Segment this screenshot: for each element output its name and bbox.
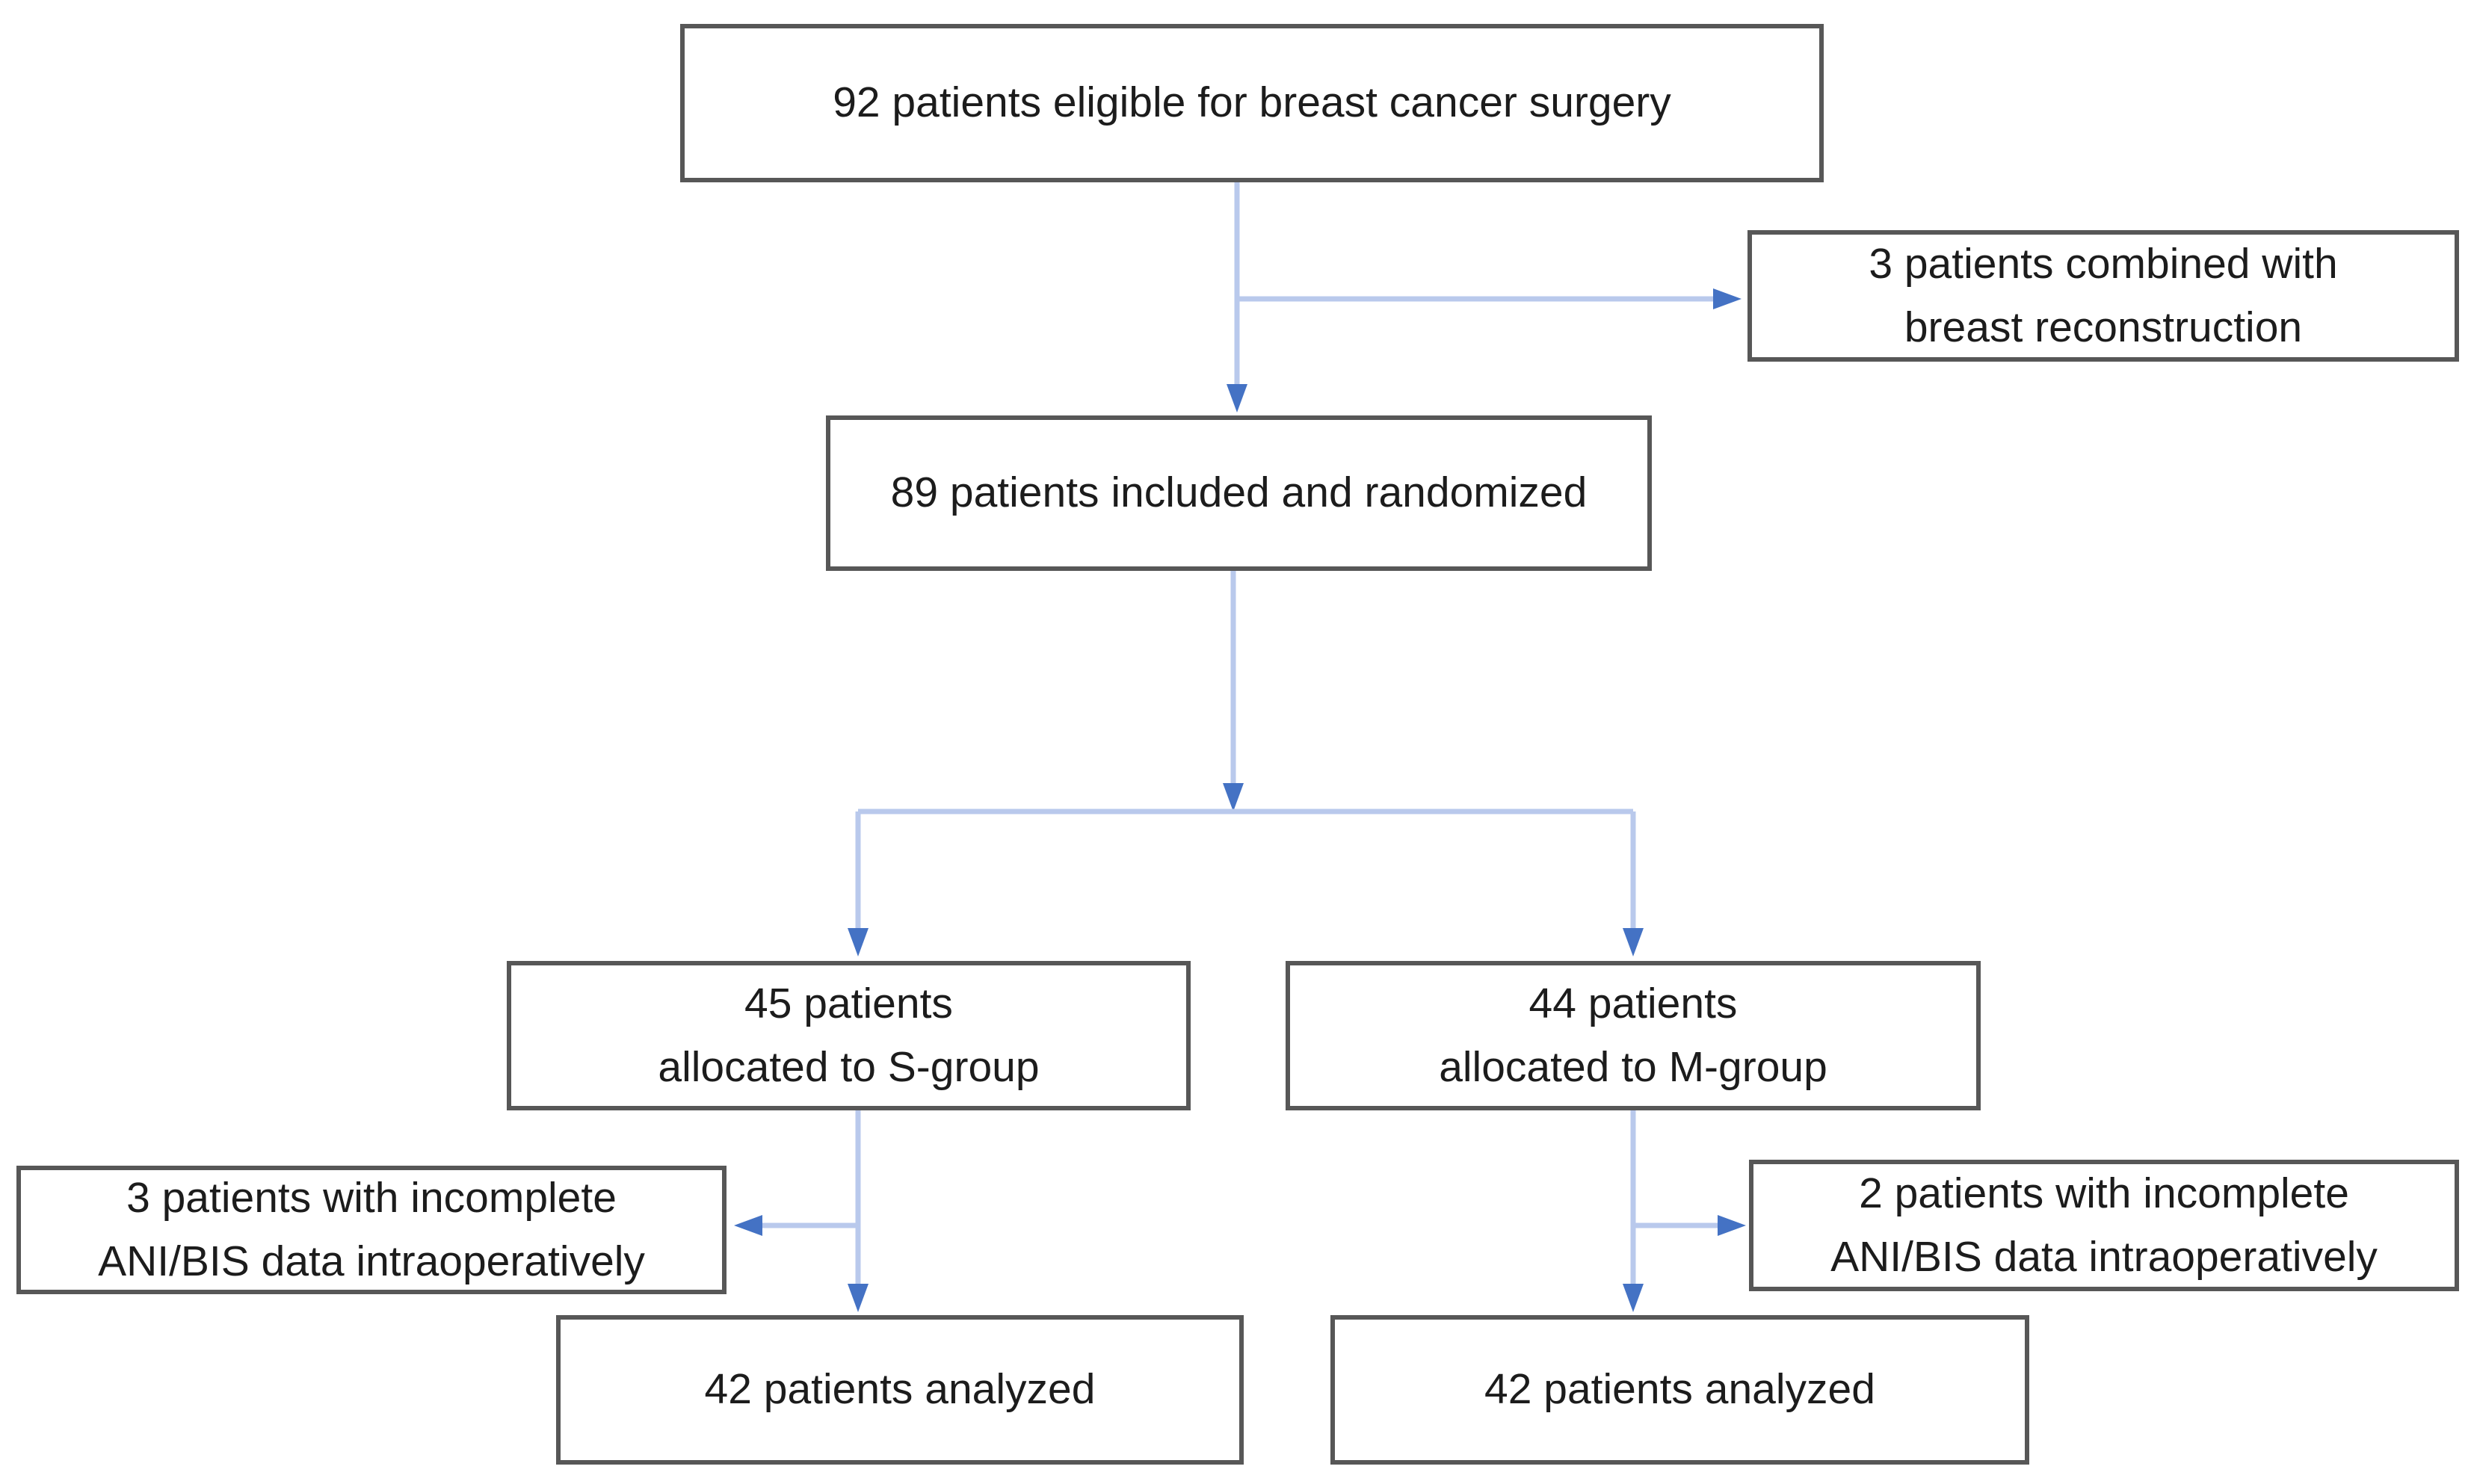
node-s-analyzed-label: 42 patients analyzed: [704, 1365, 1096, 1414]
node-reconstruction-excluded-line2: breast reconstruction: [1904, 303, 2303, 351]
node-reconstruction-excluded-line1: 3 patients combined with: [1869, 239, 2338, 288]
arrowhead-into-m-analyzed: [1623, 1284, 1644, 1312]
node-s-excluded: 3 patients with incomplete ANI/BIS data …: [16, 1166, 727, 1294]
node-randomized-label: 89 patients included and randomized: [890, 469, 1588, 517]
arrowhead-into-reconstruction: [1713, 288, 1742, 309]
node-eligible: 92 patients eligible for breast cancer s…: [680, 24, 1824, 182]
node-s-group: 45 patients allocated to S-group: [507, 961, 1191, 1110]
node-s-excluded-line1: 3 patients with incomplete: [126, 1173, 617, 1222]
node-m-group-line2: allocated to M-group: [1439, 1043, 1827, 1091]
arrowhead-into-m-excluded: [1718, 1215, 1746, 1236]
node-m-group: 44 patients allocated to M-group: [1286, 961, 1981, 1110]
arrowhead-into-s-analyzed: [848, 1284, 869, 1312]
node-m-excluded: 2 patients with incomplete ANI/BIS data …: [1749, 1160, 2459, 1291]
node-reconstruction-excluded: 3 patients combined with breast reconstr…: [1747, 230, 2459, 362]
node-m-group-line1: 44 patients: [1528, 979, 1738, 1027]
node-m-excluded-line2: ANI/BIS data intraoperatively: [1830, 1233, 2378, 1281]
arrowhead-into-randomized: [1227, 384, 1247, 412]
node-m-analyzed: 42 patients analyzed: [1330, 1315, 2029, 1465]
arrowhead-into-mgroup: [1623, 928, 1644, 956]
node-m-excluded-line1: 2 patients with incomplete: [1859, 1169, 2349, 1217]
arrowhead-into-sgroup: [848, 928, 869, 956]
node-m-analyzed-label: 42 patients analyzed: [1484, 1365, 1875, 1414]
node-s-group-line2: allocated to S-group: [658, 1043, 1040, 1091]
node-s-group-line1: 45 patients: [744, 979, 953, 1027]
node-s-analyzed: 42 patients analyzed: [556, 1315, 1244, 1465]
node-randomized: 89 patients included and randomized: [826, 415, 1652, 571]
node-eligible-label: 92 patients eligible for breast cancer s…: [833, 78, 1671, 127]
node-s-excluded-line2: ANI/BIS data intraoperatively: [98, 1237, 645, 1285]
arrowhead-at-split-junction: [1223, 783, 1244, 811]
arrowhead-into-s-excluded: [734, 1215, 762, 1236]
